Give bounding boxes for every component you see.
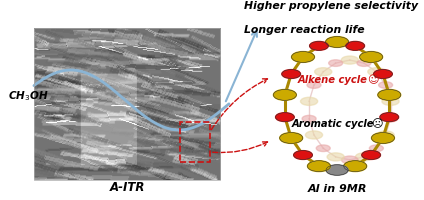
Text: Aromatic cycle: Aromatic cycle: [292, 119, 374, 129]
Circle shape: [368, 68, 385, 76]
Circle shape: [360, 52, 382, 62]
Circle shape: [371, 133, 394, 143]
Circle shape: [342, 156, 358, 164]
Circle shape: [307, 161, 330, 172]
Circle shape: [369, 145, 383, 152]
Circle shape: [305, 131, 323, 139]
Text: Al in 9MR: Al in 9MR: [307, 184, 367, 194]
Circle shape: [326, 165, 348, 175]
Circle shape: [316, 145, 330, 152]
Circle shape: [280, 133, 303, 143]
Circle shape: [329, 60, 343, 66]
Circle shape: [374, 70, 392, 78]
Circle shape: [294, 151, 312, 159]
Circle shape: [292, 52, 315, 62]
Text: A-ITR: A-ITR: [109, 181, 145, 194]
Text: Longer reaction life: Longer reaction life: [244, 25, 364, 35]
Circle shape: [344, 161, 367, 172]
Circle shape: [377, 131, 394, 139]
Circle shape: [382, 97, 399, 105]
Circle shape: [307, 82, 321, 88]
Circle shape: [346, 41, 365, 50]
Circle shape: [384, 115, 398, 122]
Circle shape: [302, 115, 316, 122]
Circle shape: [327, 153, 344, 161]
Circle shape: [326, 37, 349, 47]
Text: CH$_3$OH: CH$_3$OH: [8, 89, 49, 103]
Bar: [34, 28, 220, 180]
Circle shape: [341, 56, 358, 64]
Circle shape: [380, 113, 399, 122]
Circle shape: [273, 89, 296, 100]
Circle shape: [378, 89, 401, 100]
Text: ☹: ☹: [371, 119, 383, 129]
Text: Alkene cycle: Alkene cycle: [298, 75, 368, 85]
Circle shape: [276, 113, 294, 122]
Text: ☺: ☺: [367, 75, 379, 85]
Circle shape: [379, 82, 393, 88]
Bar: [180, 122, 210, 162]
Circle shape: [310, 41, 328, 50]
Circle shape: [301, 97, 318, 105]
Circle shape: [315, 68, 332, 76]
Text: Higher propylene selectivity: Higher propylene selectivity: [244, 1, 418, 11]
Circle shape: [355, 153, 373, 161]
Circle shape: [282, 70, 301, 78]
Circle shape: [362, 151, 380, 159]
Circle shape: [357, 60, 371, 66]
